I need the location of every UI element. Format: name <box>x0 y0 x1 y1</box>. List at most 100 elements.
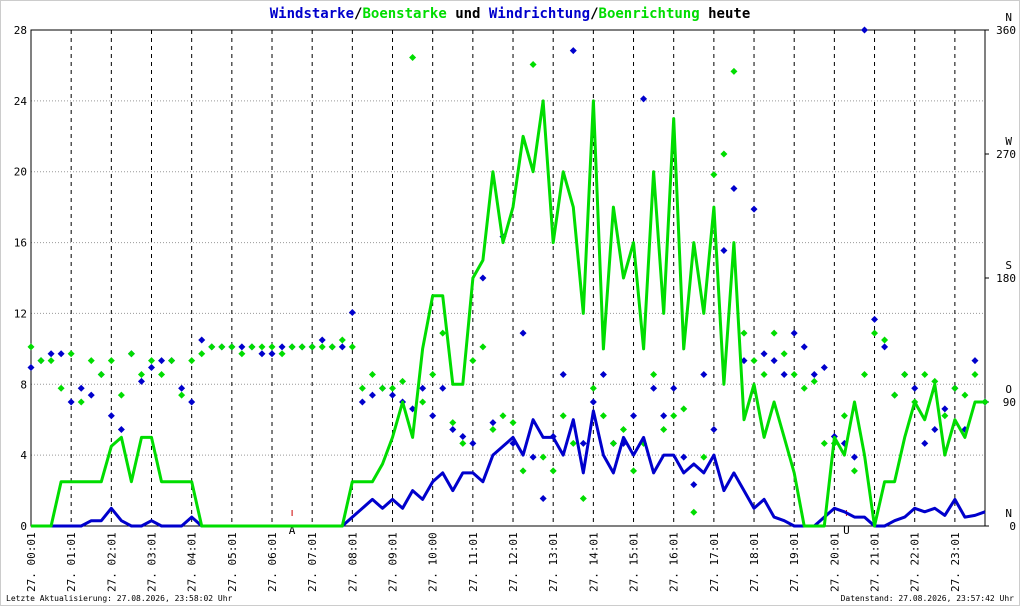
scatter-point <box>399 377 407 385</box>
scatter-point <box>459 432 467 440</box>
title-part: / <box>590 6 598 22</box>
y2-tick-letter: W <box>1005 135 1012 148</box>
scatter-point <box>790 370 798 378</box>
y2-tick-label: 360 <box>996 24 1016 37</box>
scatter-point <box>650 384 658 392</box>
scatter-point <box>871 329 879 337</box>
scatter-point <box>358 384 366 392</box>
title-part: Windrichtung <box>489 6 590 22</box>
scatter-point <box>599 412 607 420</box>
scatter-point <box>579 494 587 502</box>
scatter-point <box>338 343 346 351</box>
scatter-point <box>27 364 35 372</box>
y2-tick-label: 0 <box>1009 520 1016 533</box>
scatter-point <box>730 184 738 192</box>
scatter-point <box>137 370 145 378</box>
scatter-point <box>198 350 206 358</box>
scatter-point <box>690 481 698 489</box>
scatter-point <box>348 343 356 351</box>
scatter-point <box>539 453 547 461</box>
scatter-point <box>961 391 969 399</box>
scatter-point <box>901 370 909 378</box>
scatter-point <box>931 426 939 434</box>
series-line <box>31 99 985 528</box>
scatter-point <box>569 47 577 55</box>
scatter-point <box>158 357 166 365</box>
scatter-point <box>589 398 597 406</box>
scatter-point <box>439 384 447 392</box>
scatter-point <box>730 67 738 75</box>
scatter-point <box>67 350 75 358</box>
annotation: A <box>289 524 296 537</box>
x-tick-label: 27. 08:01 <box>346 532 359 592</box>
scatter-point <box>178 391 186 399</box>
scatter-point <box>650 370 658 378</box>
scatter-point <box>539 494 547 502</box>
x-tick-label: 27. 15:01 <box>628 532 641 592</box>
scatter-point <box>760 370 768 378</box>
y2-tick-label: 180 <box>996 272 1016 285</box>
scatter-point <box>810 370 818 378</box>
x-tick-label: 27. 20:01 <box>828 532 841 592</box>
scatter-point <box>97 370 105 378</box>
chart-title: Windstarke/Boenstarke und Windrichtung/B… <box>270 6 751 22</box>
scatter-point <box>107 357 115 365</box>
scatter-point <box>87 357 95 365</box>
scatter-point <box>680 453 688 461</box>
scatter-point <box>881 343 889 351</box>
scatter-point <box>198 336 206 344</box>
scatter-point <box>268 343 276 351</box>
scatter-point <box>77 398 85 406</box>
scatter-point <box>770 357 778 365</box>
scatter-point <box>328 343 336 351</box>
scatter-point <box>770 329 778 337</box>
y-tick-label: 4 <box>20 449 27 462</box>
scatter-point <box>318 336 326 344</box>
y2-tick-letter: O <box>1005 383 1012 396</box>
scatter-point <box>891 391 899 399</box>
x-tick-label: 27. 16:01 <box>668 532 681 592</box>
scatter-point <box>850 453 858 461</box>
scatter-point <box>800 343 808 351</box>
scatter-point <box>850 467 858 475</box>
x-tick-label: 27. 09:01 <box>387 532 400 592</box>
title-part: heute <box>700 6 751 22</box>
scatter-point <box>820 364 828 372</box>
scatter-point <box>860 26 868 34</box>
scatter-point <box>368 370 376 378</box>
scatter-point <box>810 377 818 385</box>
scatter-point <box>188 398 196 406</box>
title-part: Windstarke <box>270 6 354 22</box>
scatter-point <box>720 150 728 158</box>
scatter-point <box>710 426 718 434</box>
scatter-point <box>660 426 668 434</box>
scatter-point <box>47 357 55 365</box>
y2-tick-label: 90 <box>1003 396 1016 409</box>
scatter-point <box>378 384 386 392</box>
scatter-point <box>740 357 748 365</box>
annotation: U <box>843 524 850 537</box>
scatter-point <box>569 439 577 447</box>
scatter-point <box>117 391 125 399</box>
scatter-point <box>921 439 929 447</box>
scatter-point <box>47 350 55 358</box>
scatter-point <box>77 384 85 392</box>
scatter-point <box>37 357 45 365</box>
scatter-point <box>449 426 457 434</box>
scatter-point <box>439 329 447 337</box>
scatter-point <box>258 343 266 351</box>
y2-tick-letter: N <box>1005 507 1012 520</box>
scatter-point <box>700 453 708 461</box>
scatter-point <box>409 54 417 62</box>
scatter-point <box>178 384 186 392</box>
scatter-point <box>579 439 587 447</box>
y-tick-label: 28 <box>14 24 27 37</box>
scatter-point <box>529 60 537 68</box>
scatter-point <box>479 343 487 351</box>
scatter-point <box>670 384 678 392</box>
y-tick-label: 24 <box>14 95 28 108</box>
scatter-point <box>750 357 758 365</box>
scatter-point <box>358 398 366 406</box>
